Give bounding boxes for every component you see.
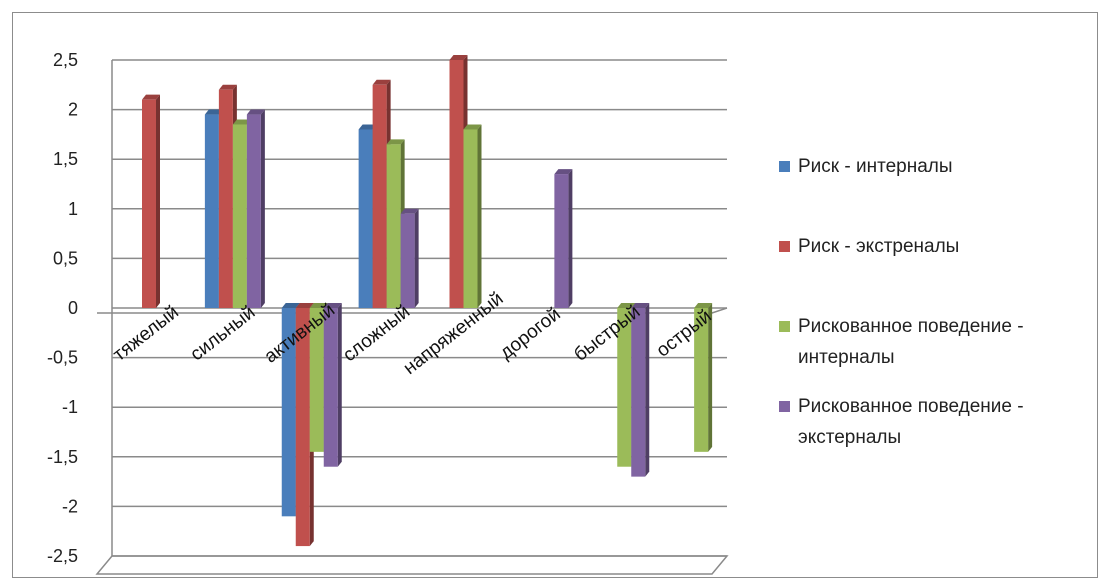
- legend-swatch: [779, 241, 790, 252]
- bar: [694, 303, 713, 452]
- legend-swatch: [779, 321, 790, 332]
- legend: Риск - интерналы Риск - экстреналы Рискова…: [779, 156, 1024, 448]
- bars-layer: [142, 55, 713, 547]
- y-tick-label: 2: [68, 100, 78, 120]
- bar: [463, 124, 482, 308]
- y-tick-label: -0,5: [47, 348, 78, 368]
- chart-floor: [95, 555, 729, 575]
- y-tick-label: -2,5: [47, 546, 78, 566]
- y-tick-label: 2,5: [53, 50, 78, 70]
- bar: [246, 109, 265, 308]
- category-label: тяжелый: [109, 302, 183, 366]
- bar: [554, 169, 573, 308]
- legend-label: Рискованное поведение -интерналы: [798, 316, 1024, 368]
- legend-label: Риск - интерналы: [798, 156, 953, 177]
- bar: [142, 94, 160, 309]
- y-tick-label: 1: [68, 199, 78, 219]
- y-axis-ticks: 2,5 2 1,5 1 0,5 0 -0,5 -1 -1,5 -2 -2,5: [47, 50, 78, 566]
- category-label: сильный: [187, 302, 260, 365]
- category-label: сложный: [339, 301, 414, 366]
- y-tick-label: 0,5: [53, 248, 78, 268]
- y-tick-label: 0: [68, 298, 78, 318]
- legend-swatch: [779, 401, 790, 412]
- bar: [631, 303, 650, 477]
- y-tick-label: -2: [62, 496, 78, 516]
- y-tick-label: -1,5: [47, 447, 78, 467]
- bar: [400, 208, 419, 308]
- y-tick-label: -1: [62, 397, 78, 417]
- legend-swatch: [779, 161, 790, 172]
- bar: [323, 303, 342, 467]
- legend-label: Риск - экстреналы: [798, 236, 959, 257]
- y-tick-label: 1,5: [53, 149, 78, 169]
- legend-label: Рискованное поведение -экстерналы: [798, 396, 1024, 448]
